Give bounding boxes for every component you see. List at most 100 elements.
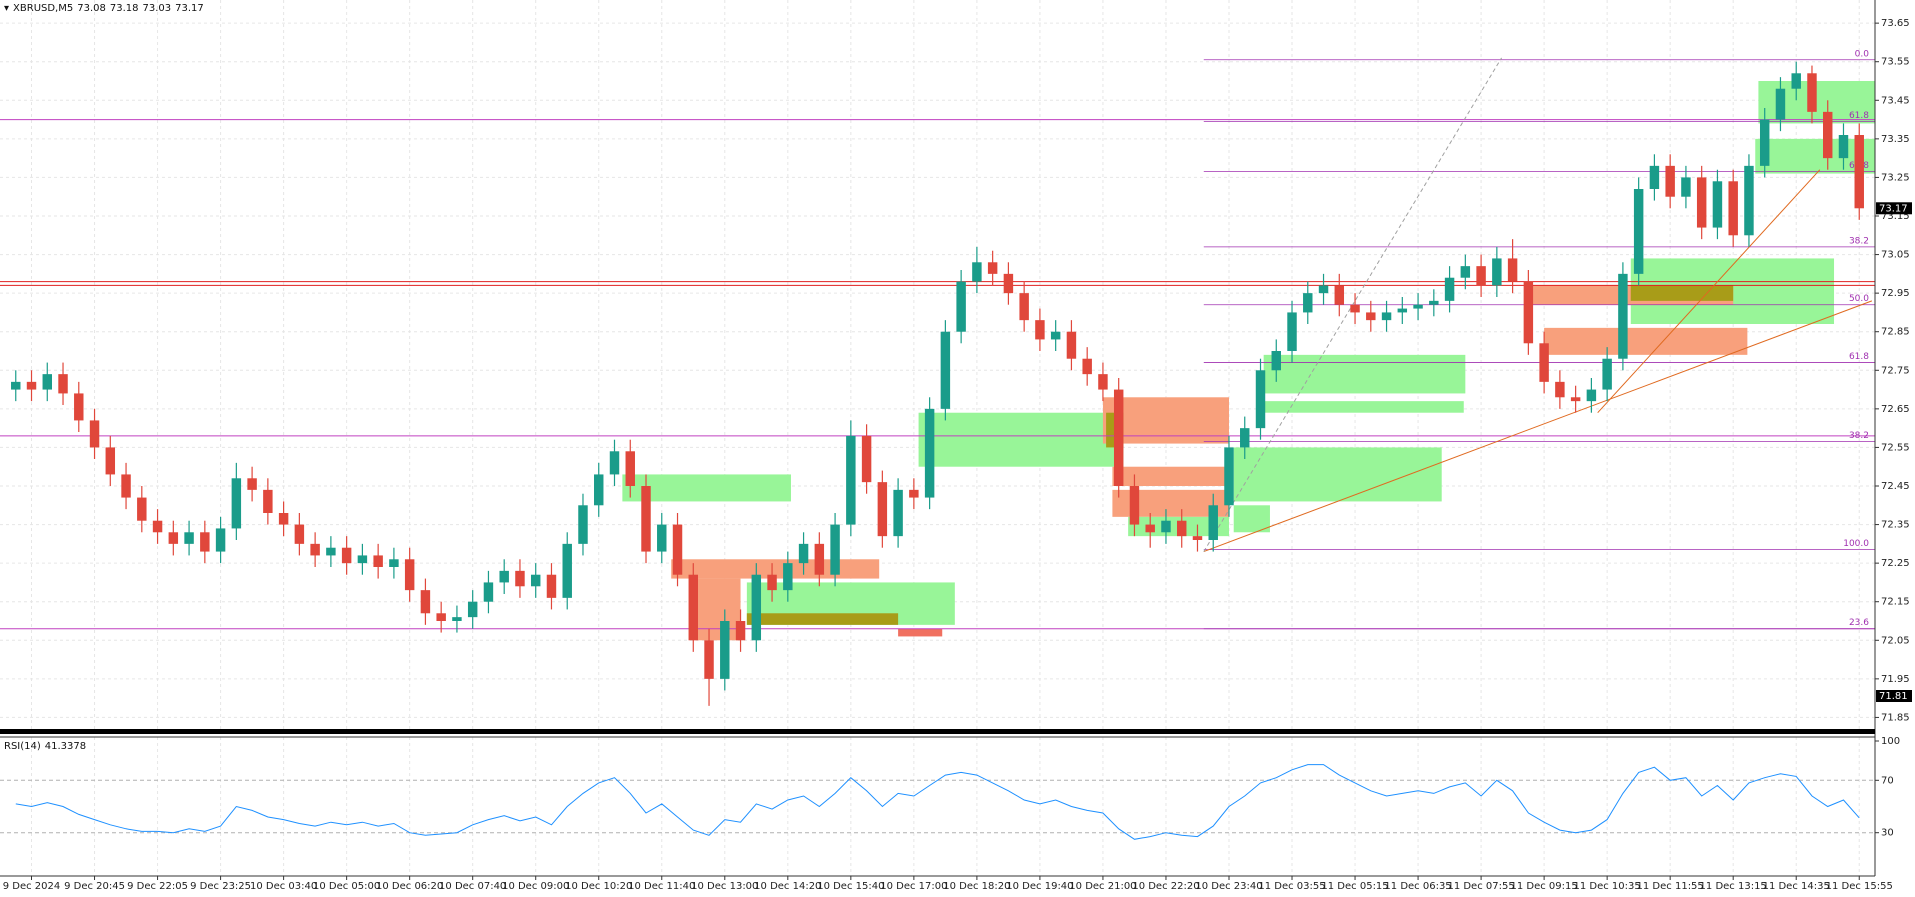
candle-body — [11, 381, 21, 390]
candle-body — [1728, 181, 1738, 236]
ohlc-close: 73.17 — [175, 3, 204, 14]
y-tick-label: 73.35 — [1881, 134, 1910, 145]
zone — [1263, 401, 1464, 413]
candle-body — [830, 524, 840, 575]
y-tick-label: 71.95 — [1881, 674, 1910, 685]
candle-body — [1696, 177, 1707, 228]
x-tick-label: 11 Dec 14:35 — [1763, 881, 1830, 892]
x-tick-label: 10 Dec 09:00 — [502, 881, 569, 892]
x-tick-label: 10 Dec 10:20 — [565, 881, 632, 892]
y-tick-label: 72.85 — [1881, 327, 1910, 338]
x-tick-label: 10 Dec 23:40 — [1195, 881, 1262, 892]
candle-body — [940, 331, 951, 409]
candle-body — [594, 474, 604, 506]
candle-body — [1208, 505, 1218, 540]
fib-label: 100.0 — [1843, 539, 1869, 549]
candle-body — [200, 532, 210, 552]
x-tick-label: 11 Dec 03:55 — [1258, 881, 1325, 892]
y-tick-label: 100 — [1881, 736, 1900, 747]
collapse-arrow[interactable]: ▾ — [4, 3, 10, 14]
y-tick-label: 72.35 — [1881, 520, 1910, 531]
candle-body — [1681, 177, 1691, 197]
candle-body — [483, 582, 494, 602]
candle-body — [578, 505, 588, 544]
x-tick-label: 11 Dec 15:55 — [1826, 881, 1893, 892]
y-tick-label: 70 — [1881, 775, 1894, 786]
candle-body — [1303, 293, 1313, 313]
zone — [898, 628, 943, 637]
x-tick-label: 10 Dec 21:00 — [1069, 881, 1136, 892]
candle-body — [1271, 351, 1281, 371]
x-tick-label: 10 Dec 17:00 — [880, 881, 947, 892]
candle-body — [1113, 389, 1124, 486]
candle-body — [1633, 189, 1644, 274]
price-tag — [1876, 690, 1912, 702]
zone — [693, 578, 741, 641]
y-tick-label: 73.55 — [1881, 57, 1910, 68]
candle-body — [609, 451, 620, 475]
y-tick-label: 73.15 — [1881, 211, 1910, 222]
candle-body — [1318, 285, 1329, 294]
candle-body — [499, 570, 509, 583]
candle-body — [767, 574, 777, 591]
candle-body — [924, 408, 935, 498]
candle-body — [1176, 520, 1187, 537]
candle-body — [735, 621, 746, 641]
candle-body — [846, 435, 856, 525]
candle-body — [1240, 428, 1250, 448]
candle-body — [436, 613, 446, 621]
candle-body — [452, 617, 462, 621]
candle-body — [263, 489, 273, 513]
y-tick-label: 30 — [1881, 828, 1894, 839]
candle-body — [1287, 312, 1297, 351]
candle-body — [1192, 536, 1203, 540]
fib-label: 61.8 — [1849, 111, 1869, 121]
candle-body — [1476, 266, 1486, 286]
candle-body — [1555, 381, 1565, 398]
fib-label: 23.6 — [1849, 618, 1869, 628]
candle-body — [861, 435, 872, 483]
candle-body — [1397, 308, 1408, 313]
candle-body — [987, 262, 998, 274]
candle-body — [1429, 300, 1439, 305]
candle-body — [1507, 258, 1518, 282]
x-tick-label: 10 Dec 07:40 — [439, 881, 506, 892]
candle-body — [657, 524, 667, 552]
candle-body — [58, 374, 68, 394]
candle-body — [184, 532, 194, 544]
candle-body — [310, 543, 320, 556]
candle-body — [1759, 119, 1770, 166]
y-tick-label: 72.55 — [1881, 442, 1910, 453]
price-tag — [1876, 202, 1912, 215]
y-tick-label: 73.25 — [1881, 172, 1910, 183]
y-tick-label: 72.25 — [1881, 558, 1910, 569]
candle-body — [625, 451, 635, 486]
panel-separator — [0, 729, 1875, 734]
x-tick-label: 10 Dec 15:40 — [817, 881, 884, 892]
candle-body — [357, 555, 368, 564]
y-tick-label: 71.85 — [1881, 712, 1910, 723]
trend-line — [1203, 300, 1873, 553]
x-tick-label: 11 Dec 10:35 — [1574, 881, 1641, 892]
candle-body — [1744, 165, 1754, 236]
y-tick-label: 72.65 — [1881, 404, 1910, 415]
fib-label: 50.0 — [1849, 294, 1869, 304]
x-tick-label: 11 Dec 13:15 — [1700, 881, 1767, 892]
x-tick-label: 9 Dec 22:05 — [127, 881, 188, 892]
x-tick-label: 10 Dec 18:20 — [943, 881, 1010, 892]
candle-body — [420, 590, 431, 614]
candle-body — [877, 482, 888, 537]
candle-body — [373, 555, 383, 567]
y-tick-label: 72.15 — [1881, 597, 1910, 608]
candle-body — [1823, 111, 1833, 159]
candle-body — [341, 547, 352, 564]
candle-body — [1145, 524, 1155, 533]
y-tick-label: 72.75 — [1881, 365, 1910, 376]
candle-body — [1539, 343, 1549, 382]
candle-body — [231, 478, 242, 529]
candle-body — [1602, 358, 1612, 390]
candle-body — [294, 524, 305, 544]
candle-body — [26, 381, 37, 390]
zone — [1233, 505, 1270, 533]
